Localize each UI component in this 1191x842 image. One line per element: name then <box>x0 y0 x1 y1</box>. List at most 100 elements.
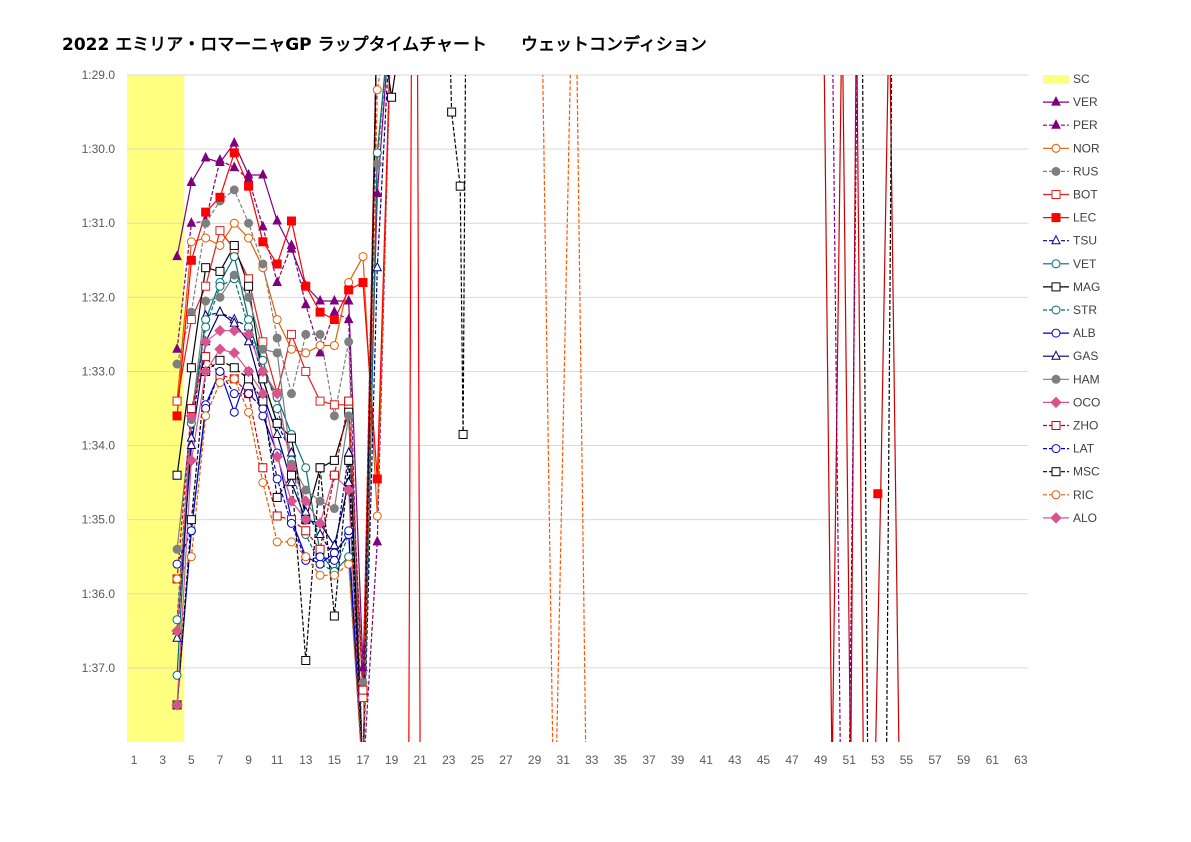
x-tick-label: 23 <box>442 753 456 767</box>
data-point-alo <box>257 387 269 400</box>
data-point-mag <box>201 263 211 273</box>
y-tick-label: 1:36.0 <box>82 587 116 601</box>
data-point-ham <box>244 292 254 302</box>
data-point-ric <box>272 537 282 547</box>
data-point-mag <box>387 92 397 102</box>
data-point-alo <box>285 495 298 507</box>
data-point-msc <box>329 611 339 621</box>
data-point-bot <box>315 396 325 406</box>
sc-band <box>127 75 185 742</box>
data-point-msc <box>301 655 311 665</box>
legend-label-zho: ZHO <box>1073 419 1098 433</box>
data-point-per <box>329 306 340 316</box>
legend-label-per: PER <box>1073 118 1098 132</box>
x-tick-label: 61 <box>986 753 1000 767</box>
data-point-per <box>172 343 182 353</box>
data-point-msc <box>215 355 225 365</box>
legend-item-vet: VET <box>1043 257 1097 271</box>
data-point-bot <box>329 400 339 410</box>
data-point-zho <box>329 470 339 480</box>
x-tick-label: 15 <box>328 753 342 767</box>
data-point-alo <box>185 454 198 467</box>
data-point-ric <box>201 411 211 421</box>
data-point-vet <box>301 463 311 473</box>
data-point-bot <box>244 274 254 284</box>
legend-label-ver: VER <box>1073 95 1098 109</box>
data-point-oco <box>257 365 269 378</box>
data-point-bot <box>258 337 268 347</box>
x-tick-label: 49 <box>814 753 828 767</box>
y-tick-label: 1:33.0 <box>82 364 116 378</box>
data-point-ric <box>229 374 239 384</box>
legend-marker-gas <box>1051 350 1061 360</box>
x-axis: 1 3 5 7 9 11 13 15 17 19 21 23 25 27 29 31 33 35 37 39 41 43 4… <box>131 753 1028 767</box>
data-point-lat <box>258 404 268 413</box>
data-point-nor <box>358 252 368 262</box>
series-line-lec-late-3 <box>823 75 900 742</box>
data-point-lec <box>315 307 325 317</box>
x-tick-label: 9 <box>245 753 252 767</box>
data-point-lat <box>286 518 296 528</box>
legend-marker-str <box>1051 305 1061 315</box>
data-point-oco <box>199 336 212 348</box>
data-point-lec <box>344 285 354 295</box>
series-line-ric-late-1 <box>542 75 587 742</box>
legend-label-str: STR <box>1073 303 1097 317</box>
x-tick-label: 63 <box>1014 753 1028 767</box>
data-point-nor <box>272 315 282 325</box>
data-point-bot <box>301 366 311 376</box>
data-point-ver <box>329 294 340 305</box>
legend-label-alo: ALO <box>1073 511 1097 525</box>
data-point-msc <box>229 363 239 373</box>
legend-marker-ver <box>1051 95 1061 106</box>
data-point-lat <box>315 552 325 562</box>
data-point-oco <box>314 517 326 530</box>
data-point-gas <box>286 476 297 487</box>
data-point-lat <box>215 366 225 376</box>
data-point-zho <box>301 526 311 536</box>
data-point-oco <box>342 484 355 496</box>
data-point-ham <box>329 504 339 514</box>
data-point-vet <box>229 252 239 262</box>
legend-marker-nor <box>1051 143 1061 153</box>
series-layer <box>176 75 900 742</box>
data-point-ham <box>315 496 325 506</box>
data-point-rus <box>329 411 339 421</box>
data-point-per <box>315 346 325 357</box>
legend-item-zho: ZHO <box>1043 419 1098 433</box>
data-point-rus <box>229 185 239 195</box>
data-point-vet <box>244 315 254 325</box>
x-tick-label: 3 <box>159 753 166 767</box>
data-point-zho <box>344 396 354 406</box>
x-tick-label: 59 <box>957 753 971 767</box>
data-point-msc-late-0 <box>458 429 468 439</box>
data-point-bot <box>172 396 182 406</box>
legend-marker-msc <box>1051 467 1061 477</box>
data-point-msc <box>186 515 196 525</box>
legend-label-ham: HAM <box>1073 372 1100 386</box>
series-line-msc <box>176 75 377 742</box>
data-point-nor <box>315 341 325 351</box>
legend-label-gas: GAS <box>1073 349 1098 363</box>
data-point-ric <box>186 552 196 562</box>
data-point-nor <box>229 218 239 228</box>
data-point-lat <box>172 559 182 569</box>
legend-marker-tsu <box>1051 234 1061 245</box>
data-point-rus <box>244 218 254 228</box>
data-point-rus <box>301 329 311 339</box>
legend-item-alb: ALB <box>1043 326 1096 340</box>
data-point-zho <box>258 463 268 473</box>
legend-label-alb: ALB <box>1073 326 1096 340</box>
x-tick-label: 25 <box>471 753 485 767</box>
data-point-lat <box>272 474 282 484</box>
data-point-lat <box>344 526 354 536</box>
x-tick-label: 57 <box>928 753 942 767</box>
data-point-mag <box>186 363 196 373</box>
legend-item-msc: MSC <box>1043 465 1100 479</box>
y-tick-label: 1:32.0 <box>82 290 116 304</box>
data-point-oco <box>242 328 255 341</box>
legend-marker-ric <box>1051 490 1061 500</box>
legend-item-tsu: TSU <box>1043 234 1097 248</box>
legend-label-ric: RIC <box>1073 488 1094 502</box>
data-point-vet <box>201 315 211 325</box>
